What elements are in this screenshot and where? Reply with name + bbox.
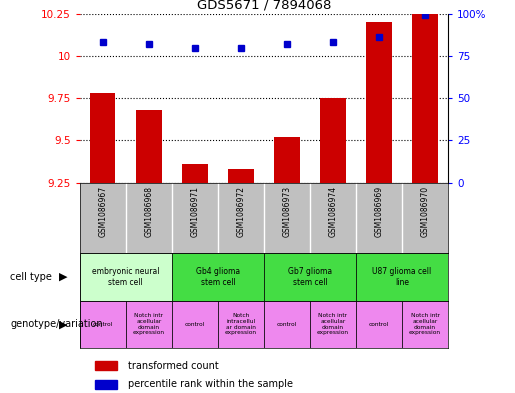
Bar [274,137,300,183]
Bar [126,301,172,348]
Bar [356,301,402,348]
Text: GSM1086968: GSM1086968 [144,185,153,237]
Bar [172,253,264,301]
Bar [228,169,253,183]
Bar [182,164,208,183]
Text: Notch intr
acellular
domain
expression: Notch intr acellular domain expression [409,313,441,335]
Text: control: control [185,322,205,327]
Text: U87 glioma cell
line: U87 glioma cell line [372,267,432,287]
Text: GSM1086971: GSM1086971 [191,185,199,237]
Text: GSM1086973: GSM1086973 [282,185,291,237]
Text: ▶: ▶ [59,272,68,282]
Bar [402,301,448,348]
Text: Notch intr
acellular
domain
expression: Notch intr acellular domain expression [317,313,349,335]
Text: GSM1086972: GSM1086972 [236,185,246,237]
Bar [80,253,172,301]
Text: Gb4 glioma
stem cell: Gb4 glioma stem cell [196,267,240,287]
Bar [413,14,438,183]
Bar [172,301,218,348]
Text: control: control [369,322,389,327]
Bar [136,110,162,183]
Text: GSM1086969: GSM1086969 [374,185,384,237]
Text: ▶: ▶ [59,319,68,329]
Title: GDS5671 / 7894068: GDS5671 / 7894068 [197,0,331,11]
Text: transformed count: transformed count [128,361,218,371]
Text: cell type: cell type [10,272,52,282]
Text: control: control [277,322,297,327]
Bar [95,361,116,370]
Bar [90,93,115,183]
Text: GSM1086974: GSM1086974 [329,185,337,237]
Text: Gb7 glioma
stem cell: Gb7 glioma stem cell [288,267,332,287]
Text: Notch intr
acellular
domain
expression: Notch intr acellular domain expression [133,313,165,335]
Text: embryonic neural
stem cell: embryonic neural stem cell [92,267,160,287]
Text: genotype/variation: genotype/variation [10,319,103,329]
Text: GSM1086970: GSM1086970 [421,185,430,237]
Bar [366,22,392,183]
Bar [356,253,448,301]
Bar [218,301,264,348]
Text: Notch
intracellul
ar domain
expression: Notch intracellul ar domain expression [225,313,257,335]
Bar [264,253,356,301]
Bar [320,98,346,183]
Bar [310,301,356,348]
Text: control: control [93,322,113,327]
Text: GSM1086967: GSM1086967 [98,185,107,237]
Bar [264,301,310,348]
Bar [80,301,126,348]
Bar [95,380,116,389]
Text: percentile rank within the sample: percentile rank within the sample [128,379,293,389]
